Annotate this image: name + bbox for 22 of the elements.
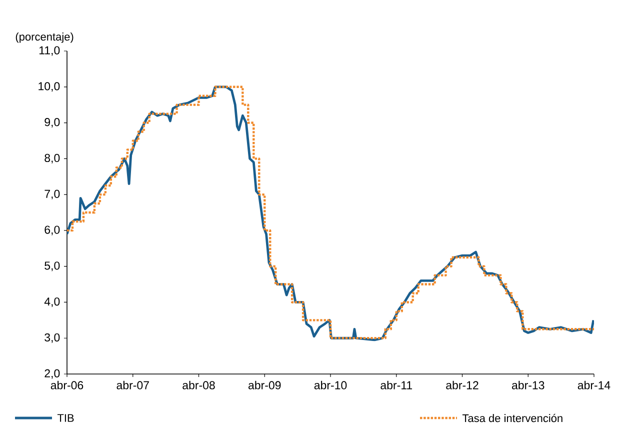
y-tick-label: 5,0 [44, 262, 60, 272]
y-tick-label: 3,0 [44, 333, 60, 343]
x-tick-label: abr-06 [50, 380, 84, 390]
x-tick-label: abr-08 [182, 380, 215, 390]
x-tick-label: abr-09 [248, 380, 281, 390]
y-tick-label: 7,0 [44, 190, 60, 200]
x-tick-label: abr-13 [512, 380, 544, 390]
y-axis-title: (porcentaje) [16, 32, 74, 43]
y-tick-label: 9,0 [44, 118, 60, 128]
x-tick-label: abr-07 [116, 380, 149, 390]
y-tick-label: 10,0 [38, 82, 60, 92]
x-tick-label: abr-11 [380, 380, 412, 390]
y-tick-label: 4,0 [44, 297, 60, 307]
y-tick-label: 8,0 [44, 154, 60, 164]
y-tick-label: 11,0 [39, 46, 60, 56]
x-tick-label: abr-14 [578, 380, 610, 390]
legend-label: TIB [57, 414, 74, 422]
legend-label: Tasa de intervención [462, 414, 562, 422]
y-tick-label: 6,0 [44, 226, 60, 236]
y-tick-label: 2,0 [44, 369, 60, 379]
x-tick-label: abr-12 [446, 380, 478, 390]
x-tick-label: abr-10 [314, 380, 347, 390]
